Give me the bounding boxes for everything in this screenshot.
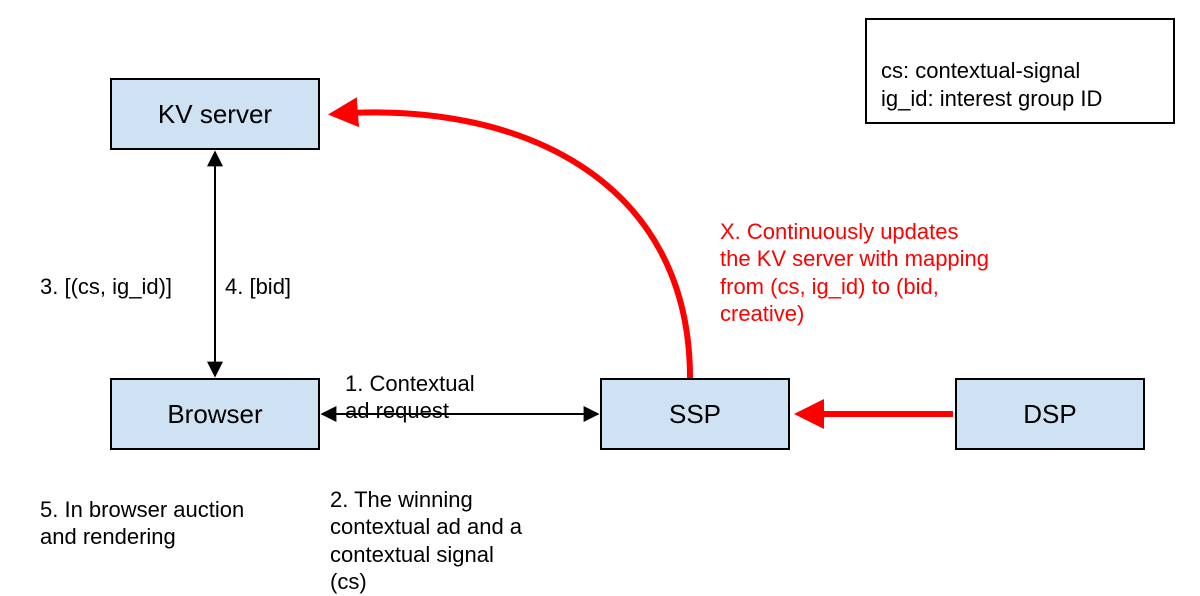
node-ssp: SSP xyxy=(600,378,790,450)
node-browser-label: Browser xyxy=(167,399,262,430)
label-stepX-text: X. Continuously updates the KV server wi… xyxy=(720,219,989,327)
label-step4-text: 4. [bid] xyxy=(225,274,291,299)
legend-text: cs: contextual-signal ig_id: interest gr… xyxy=(881,58,1102,112)
node-dsp-label: DSP xyxy=(1023,399,1076,430)
legend-box: cs: contextual-signal ig_id: interest gr… xyxy=(865,18,1175,124)
label-stepX: X. Continuously updates the KV server wi… xyxy=(720,190,1050,328)
node-dsp: DSP xyxy=(955,378,1145,450)
label-step5: 5. In browser auction and rendering xyxy=(40,468,310,551)
label-step2: 2. The winning contextual ad and a conte… xyxy=(330,458,610,596)
label-step1: 1. Contextual ad request xyxy=(345,342,595,425)
label-step1-text: 1. Contextual ad request xyxy=(345,371,475,424)
label-step4: 4. [bid] xyxy=(225,245,325,300)
diagram-stage: cs: contextual-signal ig_id: interest gr… xyxy=(0,0,1200,596)
label-step3-text: 3. [(cs, ig_id)] xyxy=(40,274,172,299)
node-kv-server: KV server xyxy=(110,78,320,150)
edge-ssp-kv xyxy=(334,112,690,378)
label-step3: 3. [(cs, ig_id)] xyxy=(40,245,210,300)
label-step5-text: 5. In browser auction and rendering xyxy=(40,497,244,550)
label-step2-text: 2. The winning contextual ad and a conte… xyxy=(330,487,522,595)
node-browser: Browser xyxy=(110,378,320,450)
node-ssp-label: SSP xyxy=(669,399,721,430)
node-kv-server-label: KV server xyxy=(158,99,272,130)
